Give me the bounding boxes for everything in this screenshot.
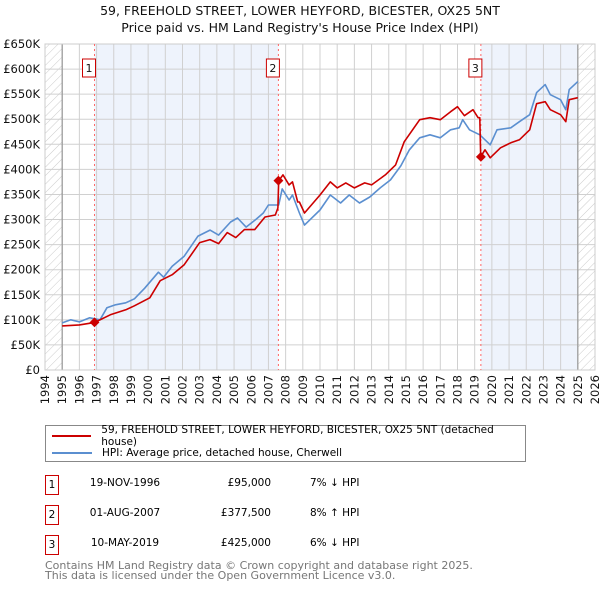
- y-tick-label: £150K: [3, 288, 40, 302]
- y-tick-label: £500K: [3, 112, 40, 126]
- property-price-line: [62, 96, 578, 327]
- chart-title: 59, FREEHOLD STREET, LOWER HEYFORD, BICE…: [100, 3, 500, 18]
- transaction-number: 2: [45, 505, 59, 525]
- no-data-region: [577, 44, 595, 370]
- legend-item-hpi: HPI: Average price, detached house, Cher…: [52, 445, 342, 461]
- y-tick-label: £250K: [3, 238, 40, 252]
- x-tick-label: 2006: [244, 375, 258, 404]
- sale-label-box: [468, 58, 483, 78]
- x-tick-label: 1996: [72, 375, 86, 404]
- x-tick-label: 2016: [416, 375, 430, 404]
- y-tick-label: £400K: [3, 162, 40, 176]
- legend: 59, FREEHOLD STREET, LOWER HEYFORD, BICE…: [45, 424, 526, 462]
- chart-plot: 1994 1995 1996 1997 1998 1999 2000 2001 2002 2003…: [3, 37, 600, 404]
- transaction-price: £425,000: [220, 537, 271, 549]
- footer-licence: This data is licensed under the Open Gov…: [45, 569, 396, 582]
- transaction-hpi-diff: 7% ↓ HPI: [310, 477, 360, 489]
- chart-subtitle: Price paid vs. HM Land Registry's House …: [121, 20, 479, 35]
- transaction-row: 2 01-AUG-2007 £377,500 8% ↑ HPI: [45, 505, 445, 525]
- y-tick-label: £350K: [3, 187, 40, 201]
- transaction-date: 01-AUG-2007: [89, 507, 161, 519]
- sale-label: 2: [269, 62, 276, 75]
- legend-label-hpi: HPI: Average price, detached house, Cher…: [102, 447, 343, 459]
- x-tick-label: 2024: [554, 375, 568, 404]
- x-tick-label: 1995: [55, 375, 69, 404]
- x-tick-label: 2003: [193, 375, 207, 404]
- x-tick-label: 2005: [227, 375, 241, 404]
- hpi-line: [61, 81, 579, 324]
- transaction-number: 1: [45, 475, 59, 495]
- x-tick-label: 2015: [399, 375, 413, 404]
- ownership-shade: [94, 44, 279, 370]
- legend-swatch-red: [52, 435, 92, 437]
- legend-swatch-blue: [52, 452, 92, 454]
- x-tick-label: 2001: [158, 375, 172, 404]
- sale-label-box: [265, 58, 280, 78]
- y-tick-label: £550K: [3, 87, 40, 101]
- x-tick-label: 2013: [365, 375, 379, 404]
- x-tick-label: 2012: [347, 375, 361, 404]
- legend-label-property: 59, FREEHOLD STREET, LOWER HEYFORD, BICE…: [101, 424, 494, 448]
- no-data-region: [45, 44, 63, 370]
- y-tick-label: £650K: [3, 37, 40, 51]
- x-tick-label: 2019: [468, 375, 482, 404]
- x-tick-label: 2021: [502, 375, 516, 404]
- x-tick-label: 2026: [588, 375, 600, 404]
- y-tick-label: £300K: [3, 213, 40, 227]
- transaction-hpi-diff: 6% ↓ HPI: [310, 537, 360, 549]
- transaction-number: 3: [45, 535, 59, 555]
- transaction-hpi-diff: 8% ↑ HPI: [310, 507, 360, 519]
- x-tick-label: 2010: [313, 375, 327, 404]
- x-tick-label: 2009: [296, 375, 310, 404]
- y-tick-label: £450K: [3, 137, 40, 151]
- x-tick-label: 2007: [261, 375, 275, 404]
- x-tick-label: 1994: [38, 375, 52, 404]
- y-tick-label: £100K: [3, 313, 40, 327]
- sale-label: 1: [86, 62, 93, 75]
- x-tick-label: 2025: [571, 375, 585, 404]
- sale-point: [273, 175, 284, 186]
- x-tick-label: 2002: [176, 375, 190, 404]
- x-tick-label: 1999: [124, 375, 138, 404]
- x-tick-label: 2000: [141, 375, 155, 404]
- y-tick-label: £200K: [3, 263, 40, 277]
- transaction-date: 19-NOV-1996: [89, 477, 161, 489]
- x-tick-label: 1997: [90, 375, 104, 404]
- transaction-row: 1 19-NOV-1996 £95,000 7% ↓ HPI: [45, 475, 445, 495]
- x-tick-label: 1998: [107, 375, 121, 404]
- plot-border: [44, 43, 596, 371]
- footer-copyright: Contains HM Land Registry data © Crown c…: [45, 559, 473, 572]
- y-tick-label: £0: [25, 363, 40, 377]
- sale-label-box: [82, 58, 96, 78]
- transaction-date: 10-MAY-2019: [90, 537, 160, 549]
- y-tick-label: £600K: [3, 62, 40, 76]
- transaction-price: £95,000: [227, 477, 271, 489]
- x-tick-label: 2011: [330, 375, 344, 404]
- y-tick-label: £50K: [11, 338, 41, 352]
- x-tick-label: 2004: [210, 375, 224, 404]
- x-tick-label: 2008: [279, 375, 293, 404]
- ownership-shade: [480, 44, 578, 370]
- x-tick-label: 2020: [485, 375, 499, 404]
- transaction-price: £377,500: [220, 507, 271, 519]
- x-tick-label: 2018: [451, 375, 465, 404]
- sale-label: 3: [472, 62, 479, 75]
- x-tick-label: 2022: [519, 375, 533, 404]
- legend-item-property: 59, FREEHOLD STREET, LOWER HEYFORD, BICE…: [52, 424, 525, 448]
- sale-point: [475, 151, 486, 162]
- x-tick-label: 2014: [382, 375, 396, 404]
- x-tick-label: 2023: [536, 375, 550, 404]
- x-tick-label: 2017: [433, 375, 447, 404]
- transaction-row: 3 10-MAY-2019 £425,000 6% ↓ HPI: [45, 535, 445, 555]
